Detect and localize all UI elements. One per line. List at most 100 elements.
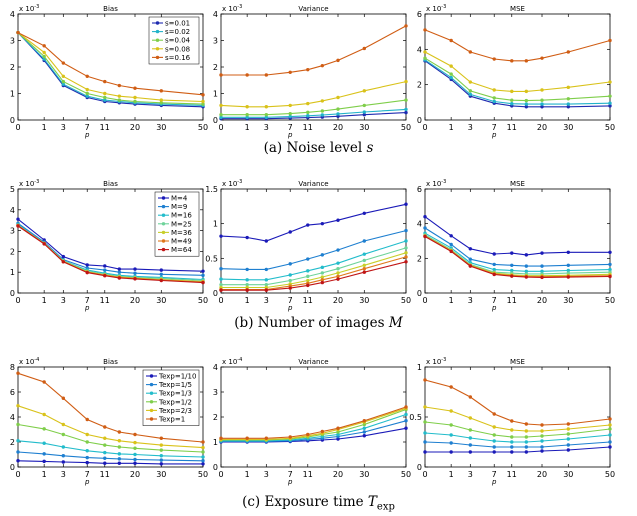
axes-box <box>17 188 204 294</box>
legend-box <box>142 369 200 426</box>
caption-c-subscript: exp <box>376 501 395 513</box>
data-point <box>336 432 340 437</box>
data-point <box>201 440 205 444</box>
data-point <box>320 63 325 68</box>
data-point <box>245 278 249 282</box>
x-tick-label: 7 <box>288 470 293 479</box>
x-tick-label: 20 <box>130 470 140 479</box>
data-point <box>306 278 310 283</box>
data-point <box>219 234 223 238</box>
data-point <box>608 38 612 43</box>
data-point <box>510 59 514 63</box>
data-point <box>362 426 367 430</box>
data-point <box>566 448 571 452</box>
legend-label: Texp=1/3 <box>158 390 192 398</box>
data-point <box>85 417 89 422</box>
data-point <box>449 433 453 437</box>
data-point <box>566 105 571 109</box>
y-tick-label: 2 <box>213 63 218 72</box>
data-point <box>449 385 453 389</box>
y-tick-label: 2 <box>10 438 15 447</box>
data-point <box>133 277 137 281</box>
data-point <box>510 419 514 423</box>
y-tick-label: 0 <box>417 289 422 298</box>
legend-marker <box>155 29 160 34</box>
x-tick-label: 3 <box>264 123 269 132</box>
x-tick-label: 0 <box>422 123 427 132</box>
chart-panel-2: Variance x 10-3 0 1 2 3 4 0 1 3 7 11 20 30 50 p <box>213 4 411 139</box>
x-tick-label: 20 <box>537 470 547 479</box>
x-axis-label: p <box>84 304 90 312</box>
data-point <box>510 102 514 106</box>
data-point <box>288 273 292 277</box>
data-point <box>524 429 529 433</box>
x-tick-label: 0 <box>218 123 223 132</box>
data-point <box>449 249 453 254</box>
x-tick-label: 11 <box>100 470 110 479</box>
data-point <box>320 429 325 434</box>
data-point <box>608 274 612 279</box>
data-point <box>540 434 544 438</box>
data-point <box>159 278 164 283</box>
data-point <box>362 258 367 263</box>
data-point <box>608 94 612 98</box>
data-point <box>306 114 310 118</box>
data-point <box>103 461 107 465</box>
data-point <box>288 70 292 75</box>
data-point <box>219 282 223 287</box>
y-tick-label: 8 <box>10 363 15 372</box>
data-point <box>245 282 249 287</box>
data-point <box>306 67 310 72</box>
y-tick-label: 1 <box>213 220 218 229</box>
data-point <box>449 409 453 413</box>
data-point <box>608 427 612 431</box>
data-point <box>219 103 223 108</box>
data-point <box>608 250 612 254</box>
legend-marker <box>155 38 160 42</box>
data-point <box>468 395 473 399</box>
legend-label: M=49 <box>171 238 192 246</box>
y-tick-label: 4 <box>213 10 218 19</box>
y-tick-label: 0.5 <box>205 254 218 263</box>
data-point <box>566 250 571 254</box>
data-point <box>492 96 496 100</box>
data-point <box>288 262 292 266</box>
data-point <box>288 230 292 234</box>
data-point <box>245 73 249 77</box>
data-point <box>16 422 20 427</box>
y-exponent-power: -3 <box>34 179 39 185</box>
data-point <box>540 439 544 443</box>
data-point <box>362 270 367 274</box>
data-point <box>336 95 340 100</box>
data-point <box>42 427 46 431</box>
data-point <box>159 272 164 276</box>
y-tick-label: 6 <box>417 10 422 19</box>
data-point <box>320 275 325 279</box>
x-tick-label: 11 <box>100 296 110 305</box>
data-point <box>608 445 612 449</box>
data-point <box>159 443 164 447</box>
data-point <box>524 59 529 63</box>
data-point <box>103 450 107 455</box>
x-tick-label: 7 <box>85 296 90 305</box>
data-point <box>85 263 89 267</box>
legend-label: s=0.02 <box>165 28 190 36</box>
data-point <box>103 95 107 100</box>
caption-a-variable: s <box>366 140 374 156</box>
x-tick-label: 3 <box>468 123 473 132</box>
x-tick-label: 0 <box>218 470 223 479</box>
x-tick-label: 0 <box>15 470 20 479</box>
data-point <box>264 105 269 109</box>
y-exponent-label: x 10-3 <box>222 4 242 13</box>
y-exponent-label: x 10-3 <box>426 357 446 366</box>
data-point <box>404 202 408 206</box>
legend-label: Texp=1/2 <box>158 398 192 406</box>
data-point <box>524 275 529 279</box>
x-tick-label: 30 <box>156 296 166 305</box>
data-point <box>423 420 427 424</box>
data-point <box>336 248 340 252</box>
x-tick-label: 7 <box>492 296 497 305</box>
data-point <box>362 430 367 434</box>
data-point <box>219 115 223 120</box>
